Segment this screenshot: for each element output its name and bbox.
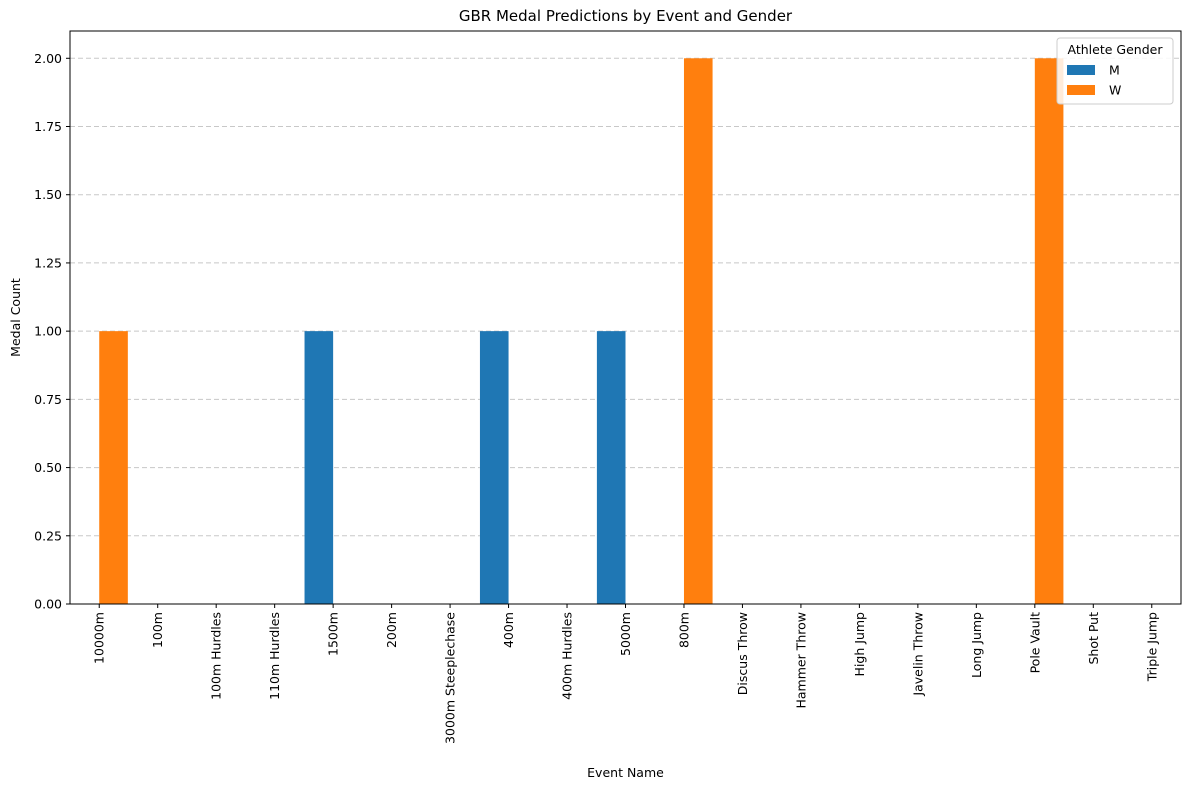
x-tick-label: 400m Hurdles: [560, 612, 575, 700]
y-tick-label: 1.00: [34, 324, 62, 339]
x-tick-label: Hammer Throw: [793, 612, 808, 709]
y-tick-label: 0.50: [34, 460, 62, 475]
legend: Athlete Gender MW: [1056, 37, 1174, 105]
x-tick-label: Shot Put: [1086, 612, 1101, 665]
y-tick-label: 2.00: [34, 51, 62, 66]
y-axis-title: Medal Count: [8, 278, 23, 357]
x-tick-label: 3000m Steeplechase: [443, 612, 458, 744]
legend-title: Athlete Gender: [1068, 42, 1164, 57]
y-tick-label: 1.25: [34, 255, 62, 270]
x-tick-label: 5000m: [618, 612, 633, 656]
x-tick-label: 1500m: [326, 612, 341, 656]
legend-label-W: W: [1109, 83, 1121, 98]
x-axis-title: Event Name: [587, 765, 664, 780]
y-tick-label: 0.25: [34, 528, 62, 543]
x-tick-label: 200m: [384, 612, 399, 648]
x-tick-label: Triple Jump: [1144, 612, 1159, 682]
x-tick-label: 400m: [501, 612, 516, 648]
bar-M: [479, 331, 509, 604]
bar-M: [596, 331, 626, 604]
bar-W: [683, 58, 713, 605]
y-tick-label: 0.75: [34, 392, 62, 407]
x-tick-label: Discus Throw: [735, 612, 750, 695]
x-tick-label: 10000m: [92, 612, 107, 664]
y-tick-label: 1.50: [34, 187, 62, 202]
legend-swatch-M: [1067, 65, 1095, 75]
x-tick-label: 110m Hurdles: [267, 612, 282, 700]
y-axis: 0.00 0.25 0.50 0.75 1.00 1.25 1.50 1.75 2.00: [34, 51, 70, 612]
x-tick-label: Long Jump: [969, 612, 984, 678]
legend-swatch-W: [1067, 85, 1095, 95]
x-tick-label: Javelin Throw: [910, 612, 925, 697]
chart-title: GBR Medal Predictions by Event and Gende…: [459, 7, 793, 25]
x-tick-label: High Jump: [852, 612, 867, 676]
y-tick-label: 0.00: [34, 597, 62, 612]
x-tick-label: 100m: [150, 612, 165, 648]
x-tick-label: Pole Vault: [1027, 612, 1042, 674]
x-axis: 10000m 100m 100m Hurdles 110m Hurdles 1500m 2…: [92, 604, 1159, 744]
legend-label-M: M: [1109, 63, 1120, 78]
x-tick-label: 100m Hurdles: [209, 612, 224, 700]
bars: [99, 58, 1064, 605]
bar-W: [99, 331, 128, 604]
legend-items: MW: [1067, 63, 1121, 98]
y-tick-label: 1.75: [34, 119, 62, 134]
bar-M: [304, 331, 334, 604]
x-tick-label: 800m: [676, 612, 691, 648]
bar-W: [1034, 58, 1064, 605]
